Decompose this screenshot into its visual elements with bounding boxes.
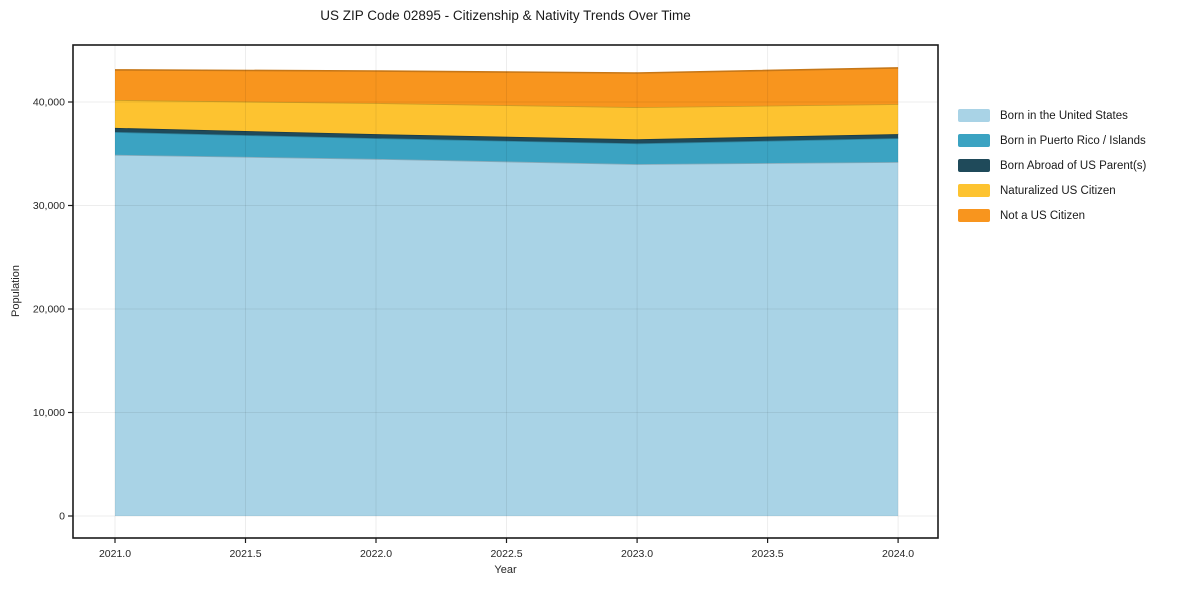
chart-title: US ZIP Code 02895 - Citizenship & Nativi… (320, 8, 691, 23)
area-born-in-puerto-rico-islands (115, 132, 899, 165)
legend-label: Born in the United States (1000, 109, 1128, 122)
area-not-a-us-citizen (115, 67, 899, 108)
area-edge-naturalized-us-citizen (114, 99, 899, 109)
legend-label: Not a US Citizen (1000, 209, 1086, 222)
legend-label: Born Abroad of US Parent(s) (1000, 159, 1147, 172)
x-tick-label: 2021.5 (229, 548, 261, 560)
legend-swatch-born-in-us (958, 109, 990, 122)
legend-label: Naturalized US Citizen (1000, 184, 1116, 197)
legend-swatch-not-citizen (958, 209, 990, 222)
legend-swatch-born-in-puerto-rico (958, 134, 990, 147)
area-edge-not-a-us-citizen (114, 67, 899, 74)
x-axis-label: Year (494, 564, 517, 576)
legend-swatch-naturalized (958, 184, 990, 197)
legend-item-naturalized: Naturalized US Citizen (958, 178, 1146, 203)
y-tick-label: 30,000 (33, 200, 65, 212)
plot-frame (72, 44, 939, 539)
y-axis-label: Population (10, 265, 22, 317)
y-tick-label: 20,000 (33, 304, 65, 316)
axis-ticks (68, 101, 899, 543)
x-tick-label: 2024.0 (882, 548, 914, 560)
x-tick-label: 2023.0 (621, 548, 653, 560)
area-naturalized-us-citizen (115, 100, 899, 140)
legend-item-born-in-us: Born in the United States (958, 103, 1146, 128)
x-tick-label: 2023.5 (752, 548, 784, 560)
area-born-in-the-united-states (115, 154, 899, 517)
legend-item-born-in-puerto-rico: Born in Puerto Rico / Islands (958, 128, 1146, 153)
y-tick-label: 40,000 (33, 97, 65, 109)
x-tick-label: 2021.0 (99, 548, 131, 560)
area-born-abroad-of-us-parent-s (115, 127, 899, 144)
area-edge-born-in-puerto-rico-islands (114, 131, 899, 145)
x-tick-label: 2022.0 (360, 548, 392, 560)
gridlines (73, 45, 938, 538)
y-tick-label: 0 (59, 511, 65, 523)
legend-label: Born in Puerto Rico / Islands (1000, 134, 1146, 147)
plot-areas (114, 67, 899, 517)
y-tick-label: 10,000 (33, 407, 65, 419)
x-tick-label: 2022.5 (490, 548, 522, 560)
legend-item-born-abroad: Born Abroad of US Parent(s) (958, 153, 1146, 178)
legend-item-not-citizen: Not a US Citizen (958, 203, 1146, 228)
tick-labels: 2021.0 2021.5 2022.0 2022.5 2023.0 2023.5 2024… (33, 97, 914, 561)
legend-swatch-born-abroad (958, 159, 990, 172)
legend: Born in the United States Born in Puerto… (958, 103, 1146, 228)
